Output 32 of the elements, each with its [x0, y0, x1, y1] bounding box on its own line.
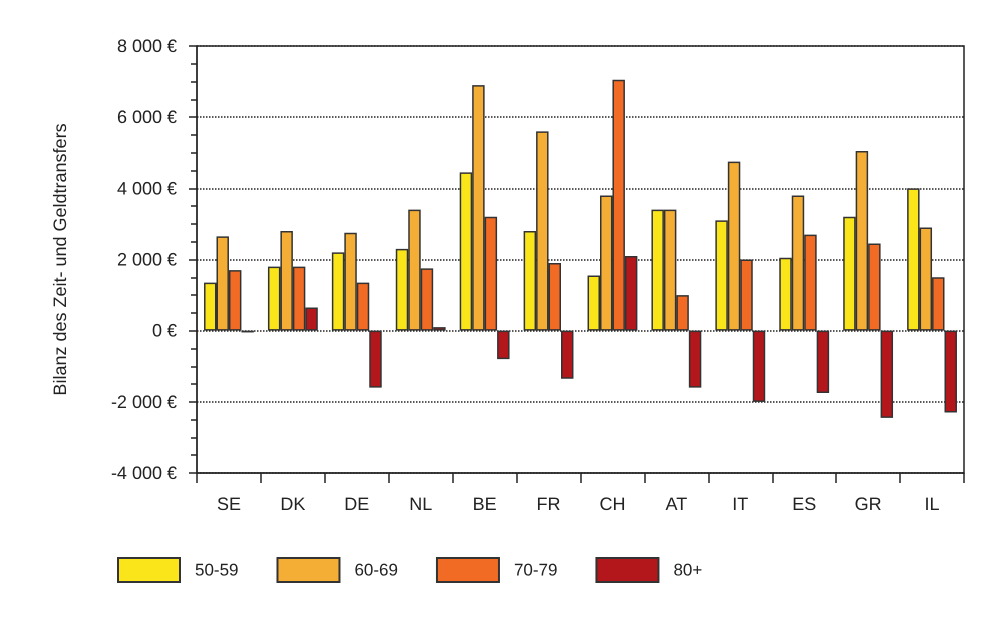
x-tick-label: GR — [854, 494, 882, 514]
x-tick-label: NL — [409, 494, 432, 514]
y-tick-label: 8 000 € — [116, 36, 177, 56]
bar — [688, 330, 702, 388]
x-tick-label: FR — [536, 494, 561, 514]
x-tick-label: DK — [280, 494, 306, 514]
y-tick-label: 6 000 € — [116, 107, 177, 128]
bar — [752, 330, 766, 402]
legend-label: 60-69 — [354, 560, 398, 580]
bar — [816, 330, 830, 393]
legend-label: 70-79 — [514, 560, 558, 580]
x-tick-label: DE — [344, 494, 370, 514]
x-tick-label: BE — [472, 494, 497, 514]
bar — [497, 330, 510, 360]
legend-label: 50-59 — [195, 560, 238, 580]
x-tick-label: IT — [732, 494, 748, 514]
y-tick-label: -4 000 € — [110, 463, 177, 483]
y-tick-label: 0 € — [152, 320, 177, 341]
x-tick-label: SE — [216, 494, 241, 514]
y-tick-label: 4 000 € — [116, 178, 177, 198]
x-tick-label: CH — [599, 494, 626, 514]
x-tick-label: AT — [666, 494, 688, 514]
y-axis-title: Bilanz des Zeit- und Geldtransfers — [50, 123, 70, 396]
x-tick-label: IL — [924, 494, 940, 514]
legend-label: 80+ — [673, 560, 702, 580]
y-tick-label: -2 000 € — [110, 392, 177, 412]
y-tick-label: 2 000 € — [116, 250, 177, 270]
x-tick-label: ES — [792, 494, 816, 514]
bar — [880, 330, 894, 418]
bar — [944, 330, 957, 413]
bar — [369, 330, 382, 388]
bar — [561, 330, 574, 379]
